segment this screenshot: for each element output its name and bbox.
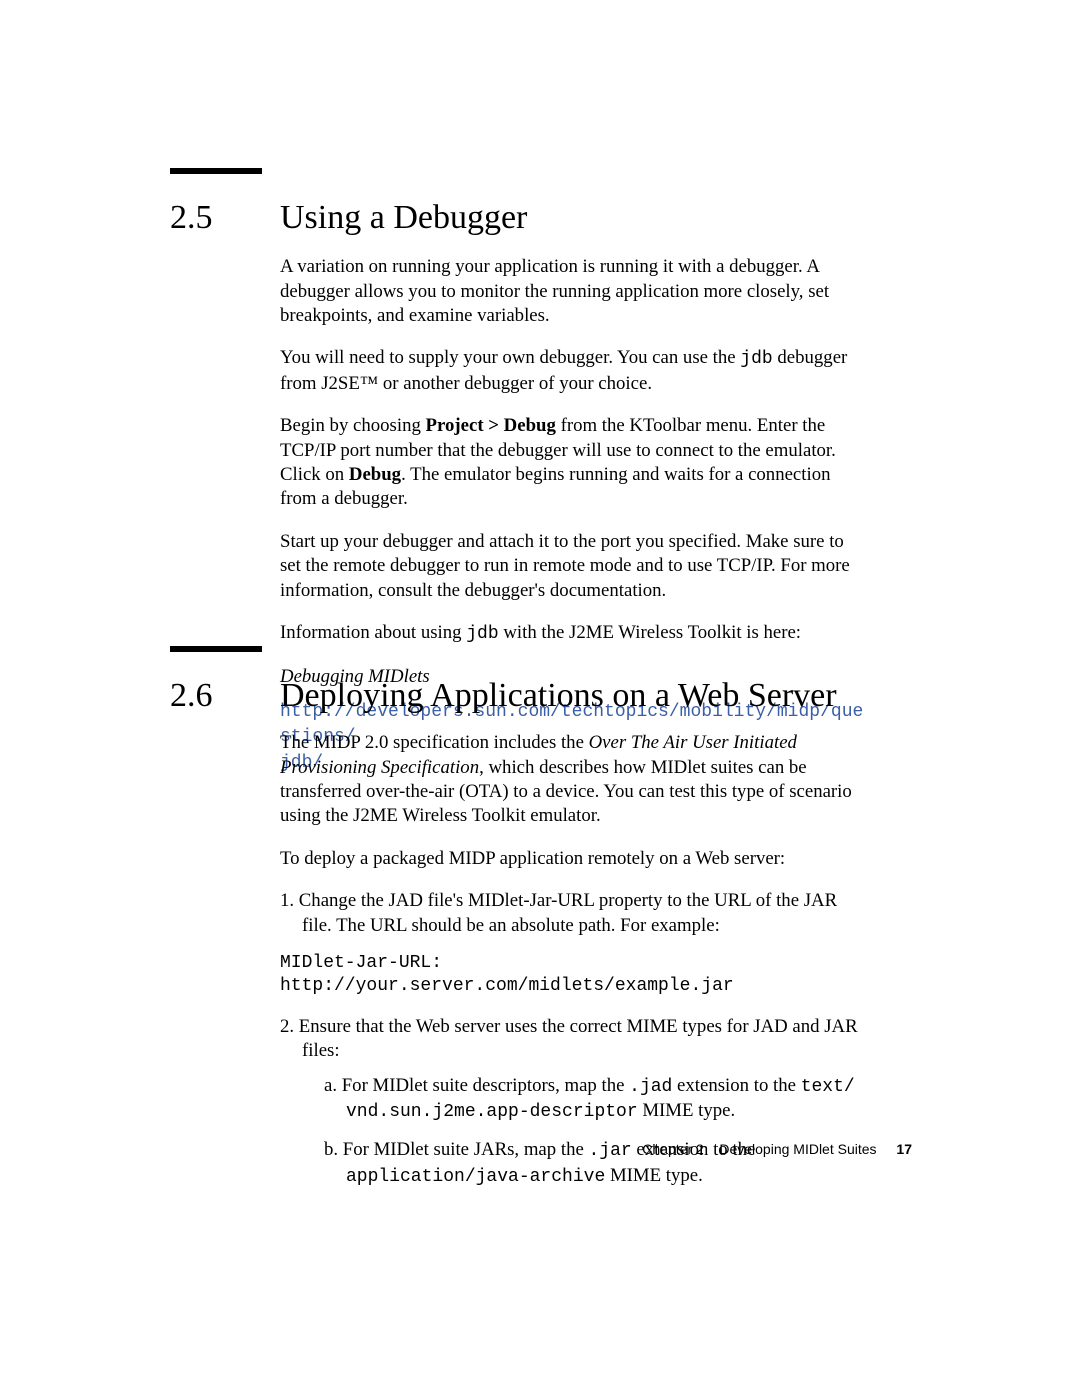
section-number: 2.6 [170, 677, 280, 715]
list-item: a. For MIDlet suite descriptors, map the… [302, 1074, 865, 1125]
code-block: MIDlet-Jar-URL: http://your.server.com/m… [280, 952, 865, 999]
page-number: 17 [896, 1141, 912, 1157]
section-title: Deploying Applications on a Web Server [280, 676, 837, 715]
text: with the J2ME Wireless Toolkit is here: [499, 622, 801, 643]
heading-2-6: 2.6 Deploying Applications on a Web Serv… [170, 676, 920, 715]
list-item: 1. Change the JAD file's MIDlet-Jar-URL … [280, 889, 865, 938]
footer-chapter: Chapter 2 [642, 1141, 703, 1157]
paragraph: To deploy a packaged MIDP application re… [280, 847, 865, 871]
section-2-6-body: The MIDP 2.0 specification includes the … [280, 731, 865, 1189]
paragraph: You will need to supply your own debugge… [280, 346, 865, 396]
section-rule [170, 168, 262, 174]
bold-text: Project > Debug [426, 415, 556, 436]
section-rule [170, 646, 262, 652]
code-inline: jdb [740, 349, 772, 369]
paragraph: A variation on running your application … [280, 255, 865, 328]
text: For MIDlet suite JARs, map the [343, 1139, 589, 1160]
paragraph: Begin by choosing Project > Debug from t… [280, 414, 865, 512]
paragraph: Start up your debugger and attach it to … [280, 530, 865, 603]
code-inline: .jad [629, 1077, 672, 1097]
paragraph: The MIDP 2.0 specification includes the … [280, 731, 865, 829]
text: Begin by choosing [280, 415, 426, 436]
bold-text: Debug [349, 464, 401, 485]
list-marker: a. [324, 1075, 342, 1096]
list-item: 2. Ensure that the Web server uses the c… [280, 1015, 865, 1189]
code-inline: application/java-archive [346, 1167, 605, 1187]
paragraph: Information about using jdb with the J2M… [280, 621, 865, 646]
list-marker: 1. [280, 890, 299, 911]
list-marker: b. [324, 1139, 343, 1160]
list-marker: 2. [280, 1016, 299, 1037]
text: extension to the [672, 1075, 800, 1096]
ordered-list: 1. Change the JAD file's MIDlet-Jar-URL … [280, 889, 865, 938]
code-inline: jdb [466, 624, 498, 644]
ordered-sublist: a. For MIDlet suite descriptors, map the… [302, 1074, 865, 1190]
section-2-6: 2.6 Deploying Applications on a Web Serv… [170, 646, 920, 1203]
text: MIME type. [638, 1100, 736, 1121]
text: Ensure that the Web server uses the corr… [299, 1016, 858, 1061]
section-number: 2.5 [170, 199, 280, 237]
heading-2-5: 2.5 Using a Debugger [170, 198, 920, 237]
footer-title: Developing MIDlet Suites [719, 1141, 876, 1157]
page-footer: Chapter 2 Developing MIDlet Suites 17 [642, 1141, 912, 1157]
section-title: Using a Debugger [280, 198, 527, 237]
text: For MIDlet suite descriptors, map the [342, 1075, 629, 1096]
text: Change the JAD file's MIDlet-Jar-URL pro… [299, 890, 837, 935]
page: 2.5 Using a Debugger A variation on runn… [0, 0, 1080, 1397]
code-inline: .jar [589, 1141, 632, 1161]
text: You will need to supply your own debugge… [280, 347, 740, 368]
text: Information about using [280, 622, 466, 643]
text: The MIDP 2.0 specification includes the [280, 732, 589, 753]
ordered-list: 2. Ensure that the Web server uses the c… [280, 1015, 865, 1189]
text: MIME type. [605, 1165, 703, 1186]
